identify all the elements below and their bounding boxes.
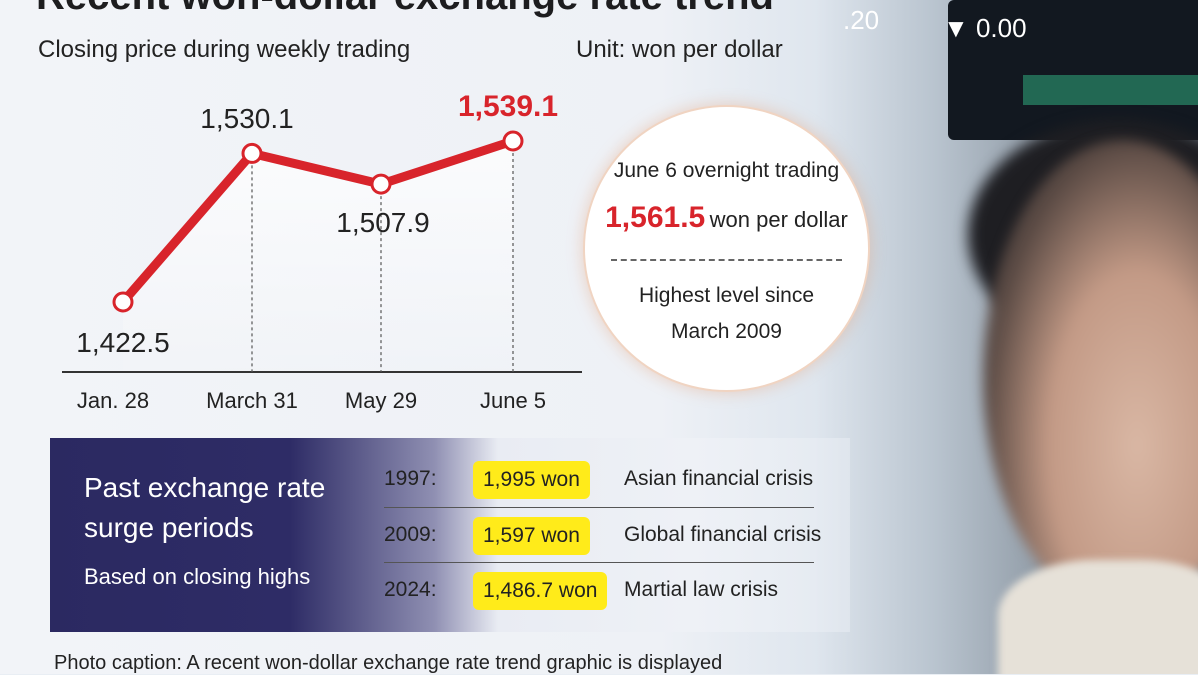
data-label: 1,422.5 xyxy=(76,327,169,358)
data-label: 1,539.1 xyxy=(458,90,558,123)
background-photo: .20 ▼ 0.00 xyxy=(828,0,1198,674)
data-label: 1,530.1 xyxy=(200,103,293,134)
chart-area-fill xyxy=(123,141,513,372)
surge-row-year: 2009: xyxy=(384,523,437,546)
surge-row-value: 1,995 won xyxy=(473,461,590,499)
surge-row-divider xyxy=(384,507,814,508)
data-point xyxy=(112,291,134,313)
x-tick-label: March 31 xyxy=(206,388,298,413)
surge-row-year: 2024: xyxy=(384,578,437,601)
surge-row-value: 1,597 won xyxy=(473,517,590,555)
surge-row-2024: 2024: 1,486.7 won Martial law crisis xyxy=(384,563,814,619)
photo-caption: Photo caption: A recent won-dollar excha… xyxy=(54,652,723,674)
surge-panel: Past exchange rate surge periods Based o… xyxy=(50,438,850,632)
callout-line3: Highest level since xyxy=(638,284,815,307)
data-label: 1,507.9 xyxy=(336,207,429,238)
surge-row-event: Global financial crisis xyxy=(624,523,822,546)
chart-title: Recent won-dollar exchange rate trend xyxy=(36,0,774,19)
x-tick-label: Jan. 28 xyxy=(77,388,149,413)
line-chart: 1,422.5 1,530.1 1,507.9 1,539.1 Jan. 28 March… xyxy=(62,90,582,413)
person-face-shape xyxy=(983,140,1198,610)
callout-bubble: June 6 overnight trading 1,561.5 won per… xyxy=(585,107,868,390)
x-tick-label: June 5 xyxy=(480,388,546,413)
chart-subtitle: Closing price during weekly trading xyxy=(38,36,411,63)
callout-rate-line: 1,561.5 won per dollar xyxy=(585,201,868,235)
surge-row-divider xyxy=(384,562,814,563)
surge-row-2009: 2009: 1,597 won Global financial crisis xyxy=(384,508,821,564)
ticker-value-a: .20 xyxy=(843,5,880,35)
monitor-shape xyxy=(948,0,1198,140)
monitor-bar-shape xyxy=(1023,75,1198,105)
series-line xyxy=(118,136,518,307)
chart-unit-label: Unit: won per dollar xyxy=(576,36,783,63)
person-shirt-shape xyxy=(998,560,1198,674)
callout-line1: June 6 overnight trading xyxy=(613,159,840,182)
ticker-value-b: ▼ 0.00 xyxy=(943,13,1027,43)
callout-separator xyxy=(611,259,842,261)
data-point xyxy=(241,142,263,164)
callout-line4: March 2009 xyxy=(671,320,782,343)
callout-rate-unit: won per dollar xyxy=(709,207,848,232)
surge-row-event: Martial law crisis xyxy=(624,578,779,601)
data-point xyxy=(370,173,392,195)
x-tick-label: May 29 xyxy=(345,388,417,413)
surge-row-1997: 1997: 1,995 won Asian financial crisis xyxy=(384,452,814,508)
surge-row-value: 1,486.7 won xyxy=(473,572,608,610)
surge-subtitle: Based on closing highs xyxy=(84,564,311,589)
surge-row-year: 1997: xyxy=(384,467,437,490)
callout-rate: 1,561.5 xyxy=(605,201,706,234)
data-point xyxy=(502,130,524,152)
surge-title: Past exchange rate surge periods xyxy=(84,472,326,543)
surge-row-event: Asian financial crisis xyxy=(624,467,814,490)
